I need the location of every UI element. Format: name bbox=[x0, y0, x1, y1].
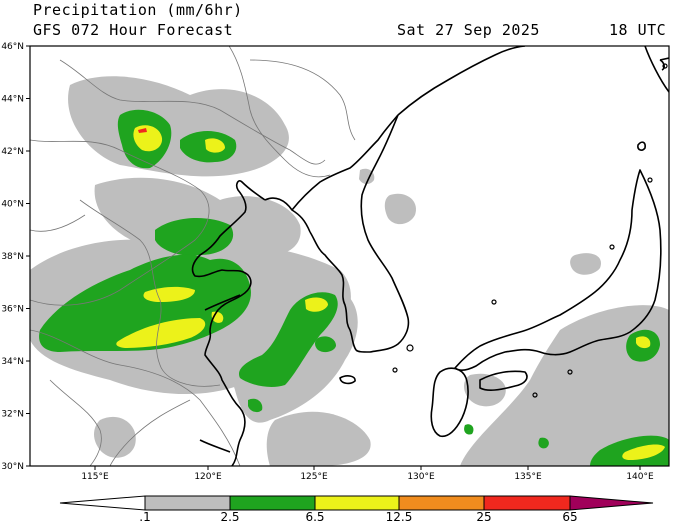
lat-label: 44°N bbox=[1, 95, 24, 105]
lat-label: 46°N bbox=[1, 42, 24, 52]
lat-label: 30°N bbox=[1, 462, 24, 472]
precip-extreme bbox=[138, 128, 147, 133]
lat-label: 40°N bbox=[1, 200, 24, 210]
colorbar-swatch bbox=[314, 495, 400, 511]
lon-label: 125°E bbox=[300, 472, 328, 482]
lon-label: 130°E bbox=[407, 472, 435, 482]
lon-label: 140°E bbox=[626, 472, 654, 482]
lat-label: 32°N bbox=[1, 410, 24, 420]
precip-field bbox=[30, 76, 669, 466]
colorbar-swatch bbox=[59, 495, 146, 511]
lat-label: 42°N bbox=[1, 147, 24, 157]
valid-date: Sat 27 Sep 2025 bbox=[397, 21, 540, 39]
map-subtitle: GFS 072 Hour Forecast bbox=[33, 21, 234, 39]
colorbar-label: 6.5 bbox=[305, 510, 325, 524]
colorbar-label: 12.5 bbox=[385, 510, 413, 524]
lon-label: 115°E bbox=[81, 472, 109, 482]
coastlines bbox=[191, 46, 669, 466]
lat-label: 34°N bbox=[1, 357, 24, 367]
islands bbox=[392, 63, 668, 398]
province-borders bbox=[30, 46, 356, 466]
valid-hour: 18 UTC bbox=[609, 21, 667, 39]
colorbar-label: 65 bbox=[562, 510, 578, 524]
colorbar-label: .1 bbox=[139, 510, 151, 524]
lat-label: 36°N bbox=[1, 305, 24, 315]
colorbar-swatch bbox=[569, 495, 654, 511]
colorbar bbox=[59, 495, 654, 511]
longitude-axis: 115°E 120°E 125°E 130°E 135°E 140°E bbox=[81, 466, 654, 482]
colorbar-label: 2.5 bbox=[220, 510, 240, 524]
map-title: Precipitation (mm/6hr) bbox=[33, 1, 243, 19]
colorbar-swatch bbox=[229, 495, 316, 511]
lon-label: 135°E bbox=[514, 472, 542, 482]
lon-label: 120°E bbox=[194, 472, 222, 482]
lat-label: 38°N bbox=[1, 252, 24, 262]
colorbar-swatch bbox=[483, 495, 571, 511]
precip-moderate bbox=[39, 109, 669, 466]
colorbar-swatch bbox=[144, 495, 231, 511]
colorbar-swatch bbox=[398, 495, 485, 511]
colorbar-label: 25 bbox=[476, 510, 492, 524]
latitude-axis: 46°N 44°N 42°N 40°N 38°N 36°N 34°N 32°N 30°N bbox=[1, 42, 30, 472]
